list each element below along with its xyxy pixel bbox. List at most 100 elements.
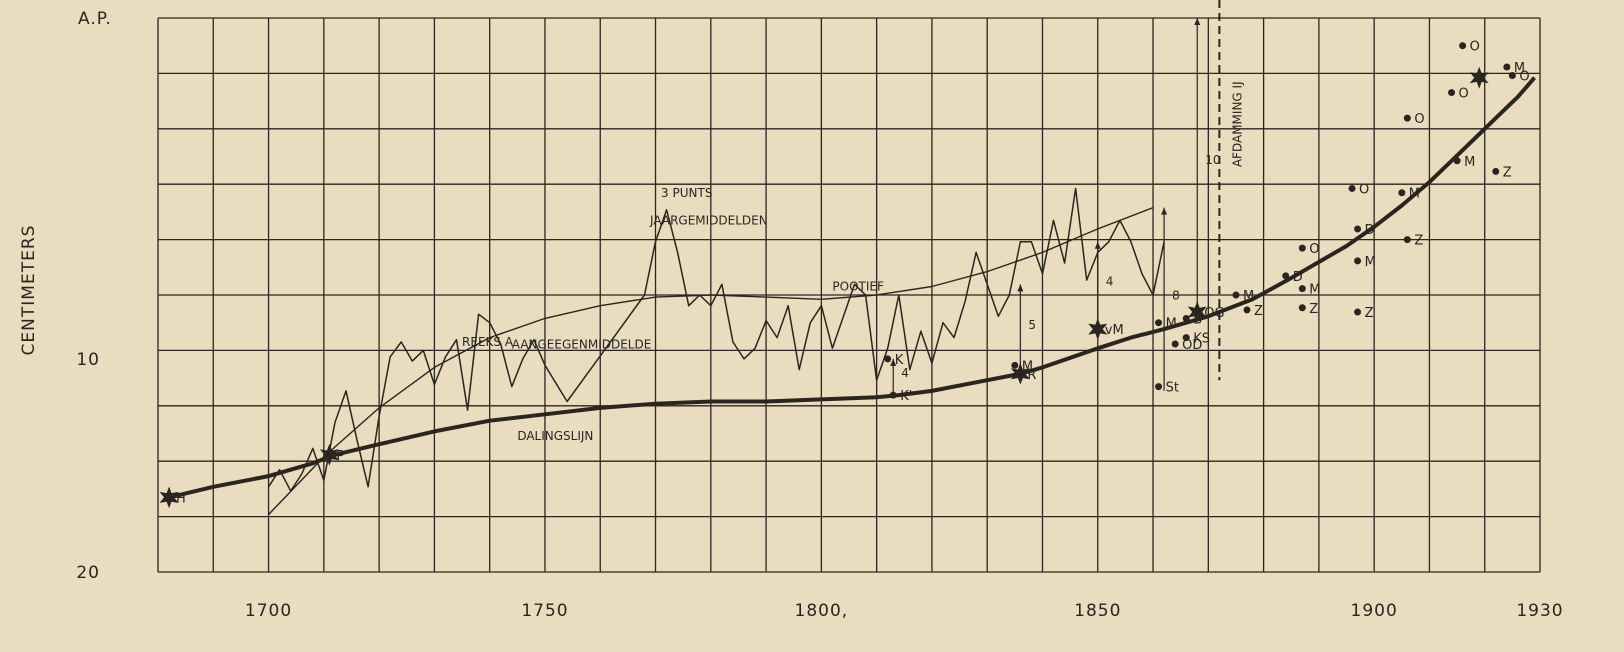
dot-marker [1459, 42, 1467, 50]
dot-marker [1298, 244, 1306, 252]
dot-marker [1354, 225, 1362, 233]
point-label: O [1414, 112, 1424, 127]
dot-marker [1011, 361, 1019, 369]
point-label: O [1470, 40, 1480, 55]
point-label: Z [1503, 165, 1512, 180]
marker-label: 4 [901, 366, 909, 380]
point-label: St [1166, 381, 1179, 396]
point-label: M [1365, 255, 1376, 270]
x-tick-label: 1700 [245, 601, 292, 621]
dot-marker [884, 355, 892, 363]
point-label: vM [1105, 323, 1124, 338]
marker-arrowhead [1017, 284, 1024, 292]
dot-marker [1298, 304, 1306, 312]
series-line [168, 76, 1537, 500]
point-label: P [336, 449, 344, 464]
point-label: O [1309, 242, 1319, 257]
dot-marker [1354, 257, 1362, 265]
point-label: M [1464, 155, 1475, 170]
vertical-markers: 4 5 4 8 10 [890, 18, 1221, 396]
point-label: M [1022, 359, 1033, 374]
dot-marker [1348, 184, 1356, 192]
annotation-text: AFDAMMING IJ [1230, 81, 1244, 167]
point-label: OD [1182, 338, 1202, 353]
x-tick-label: 1900 [1351, 601, 1398, 621]
annotation-text: JAARGEMIDDELDEN [649, 214, 768, 228]
dot-marker [889, 391, 897, 399]
star-marker [1187, 301, 1207, 323]
point-label: O [1359, 182, 1369, 197]
y-axis-label: CENTIMETERS [19, 225, 39, 356]
dot-marker [1354, 308, 1362, 316]
point-label: Z [1309, 302, 1318, 317]
annotations: 3 PUNTS JAARGEMIDDELDEN AFDAMMING IJ DALING… [462, 81, 1244, 443]
series-line [268, 206, 1154, 515]
marker-arrowhead [1094, 241, 1101, 249]
dot-marker [1182, 334, 1190, 342]
marker-label: 8 [1172, 288, 1180, 302]
dot-marker [1448, 89, 1456, 97]
axis-ticks: 1700 1750 1800, 1850 1900 1930 10 20 [76, 0, 1563, 621]
point-label: K [895, 353, 904, 368]
y-tick-label: 10 [76, 350, 100, 370]
dot-marker [1155, 383, 1163, 391]
x-tick-label: 1750 [521, 601, 568, 621]
dot-marker [1398, 189, 1406, 197]
dot-marker [1243, 306, 1251, 314]
dot-marker [1282, 272, 1290, 280]
point-label: M [1514, 61, 1525, 76]
dot-marker [1182, 314, 1190, 322]
dot-marker [1508, 72, 1516, 80]
point-label: H [176, 491, 186, 506]
star-marker [159, 486, 179, 509]
marker-label: 4 [1106, 274, 1114, 288]
x-tick-label: 1850 [1074, 601, 1121, 621]
marker-arrowhead [890, 358, 897, 366]
marker-arrowhead [1194, 18, 1201, 25]
point-label: D [1365, 223, 1375, 238]
marker-arrowhead [1161, 207, 1168, 215]
dot-marker [1171, 340, 1179, 348]
annotation-text: 3 PUNTS [661, 186, 712, 200]
point-label: M [1166, 317, 1177, 332]
point-label: KS [1193, 332, 1210, 347]
point-label: O [1519, 70, 1529, 85]
series-line [267, 187, 1165, 492]
dot-marker [1503, 63, 1511, 71]
marker-label: 5 [1028, 318, 1036, 332]
point-label: M [1309, 283, 1320, 298]
grid [157, 17, 1541, 573]
star-marker [1088, 318, 1108, 341]
series-group [168, 76, 1537, 515]
point-label: O [1459, 87, 1469, 102]
point-label: R [1027, 368, 1036, 383]
point-label: M [1243, 289, 1254, 304]
dot-marker [1232, 291, 1240, 299]
dot-marker [1492, 167, 1500, 175]
star-marker [1010, 362, 1030, 385]
point-label: Z [1414, 234, 1423, 249]
annotation-text: DALINGSLIJN [517, 429, 593, 443]
marker-label: 10 [1205, 153, 1220, 167]
dot-marker [1453, 157, 1461, 165]
annotation-text: POOTIEF [832, 280, 884, 294]
point-label: D [1293, 270, 1303, 285]
point-label: Z [1254, 304, 1263, 319]
annotation-text: REEKS A [462, 335, 514, 349]
x-tick-label: 1800, [795, 601, 849, 621]
star-marker [1469, 66, 1489, 89]
point-label: OG [1204, 306, 1224, 321]
annotation-text: AANGEEGENMIDDELDE [512, 337, 652, 351]
dot-marker [1155, 319, 1163, 327]
dot-marker [1403, 236, 1411, 244]
point-label: Z [1365, 306, 1374, 321]
x-tick-label: 1930 [1516, 601, 1563, 621]
point-label: K' [900, 389, 912, 404]
y-top-label: A.P. [78, 9, 112, 29]
dot-marker [1403, 114, 1411, 122]
star-marker [319, 443, 339, 466]
